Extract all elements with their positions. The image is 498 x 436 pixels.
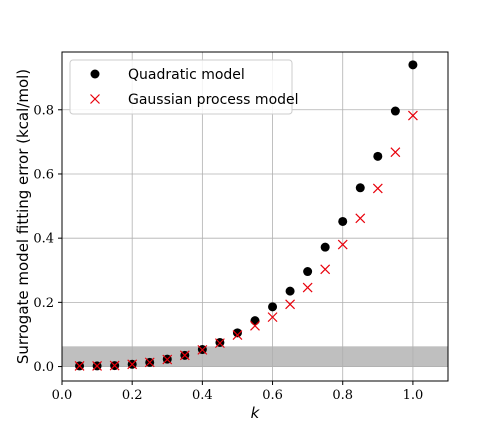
gaussian-point [390,147,401,158]
gaussian-point [109,360,120,371]
quadratic-point [250,316,260,326]
ticks-layer: 0.0 0.2 0.4 0.6 0.8 1.0 0.0 0.2 0.4 0.6 0.8 [33,103,423,403]
gaussian-point [162,354,173,365]
gaussian-point-stroke [232,330,243,341]
quadratic-point [268,302,278,312]
gaussian-point-stroke [74,360,85,371]
x-tick-label: 0.0 [52,388,73,403]
legend-marker-quadratic [90,69,100,79]
gaussian-point [214,338,225,349]
gaussian-point [407,110,418,121]
x-axis-label: k [251,404,261,422]
legend-label-quadratic: Quadratic model [128,67,245,83]
x-tick-label: 0.2 [122,388,143,403]
quadratic-point [355,183,365,193]
gaussian-point [302,282,313,293]
gaussian-point-stroke [372,183,383,194]
gaussian-point-stroke [267,312,278,323]
gaussian-point [197,344,208,355]
x-tick-label: 1.0 [403,388,424,403]
quadratic-point [338,216,348,226]
gaussian-point [372,183,383,194]
gaussian-point [355,213,366,224]
y-tick-label: 0.6 [33,167,54,182]
quadratic-point [320,242,330,252]
gaussian-point-stroke [302,282,313,293]
gaussian-point [74,360,85,371]
gaussian-point-stroke [337,239,348,250]
y-tick-label: 0.0 [33,360,54,375]
gaussian-point-stroke [162,354,173,365]
y-tick-label: 0.4 [33,232,54,247]
legend-gaussian-marker-stroke [90,94,100,104]
gaussian-point [337,239,348,250]
gaussian-point-stroke [92,360,103,371]
gaussian-point-stroke [109,360,120,371]
quadratic-point [232,328,242,338]
gaussian-point-stroke [214,338,225,349]
gaussian-point-stroke [390,147,401,158]
legend: Quadratic model Gaussian process model [69,59,299,115]
gaussian-point [179,350,190,361]
plot-frame [61,51,449,382]
gaussian-point-stroke [197,344,208,355]
gaussian-point-stroke [127,359,138,370]
points-layer [74,60,418,371]
gaussian-point [267,312,278,323]
quadratic-point [303,267,313,277]
legend-box [69,59,293,115]
shaded-band [62,346,448,367]
x-tick-label: 0.4 [192,388,213,403]
quadratic-point [390,106,400,116]
quadratic-point [408,60,418,70]
y-axis-label: Surrogate model fitting error (kcal/mol) [14,69,32,364]
gaussian-point [144,357,155,368]
legend-marker-gaussian [90,94,100,104]
quadratic-point [285,286,295,296]
legend-label-gaussian: Gaussian process model [128,92,299,108]
gaussian-point-stroke [320,264,331,275]
legend-gaussian-marker [90,94,100,104]
gaussian-point-stroke [407,110,418,121]
gaussian-point [320,264,331,275]
gaussian-point [232,330,243,341]
gaussian-point [92,360,103,371]
gaussian-point-stroke [179,350,190,361]
y-tick-label: 0.8 [33,103,54,118]
gaussian-point [250,320,260,331]
x-tick-label: 0.8 [332,388,353,403]
y-tick-label: 0.2 [33,296,54,311]
gaussian-point [285,299,296,310]
quadratic-point [373,151,383,161]
gaussian-point-stroke [285,299,296,310]
gaussian-point-stroke [355,213,366,224]
x-tick-label: 0.6 [262,388,283,403]
shaded-band-layer [62,346,448,367]
legend-quadratic-marker [90,69,100,79]
gaussian-point-stroke [144,357,155,368]
gaussian-point [127,359,138,370]
gaussian-point-stroke [250,320,260,331]
